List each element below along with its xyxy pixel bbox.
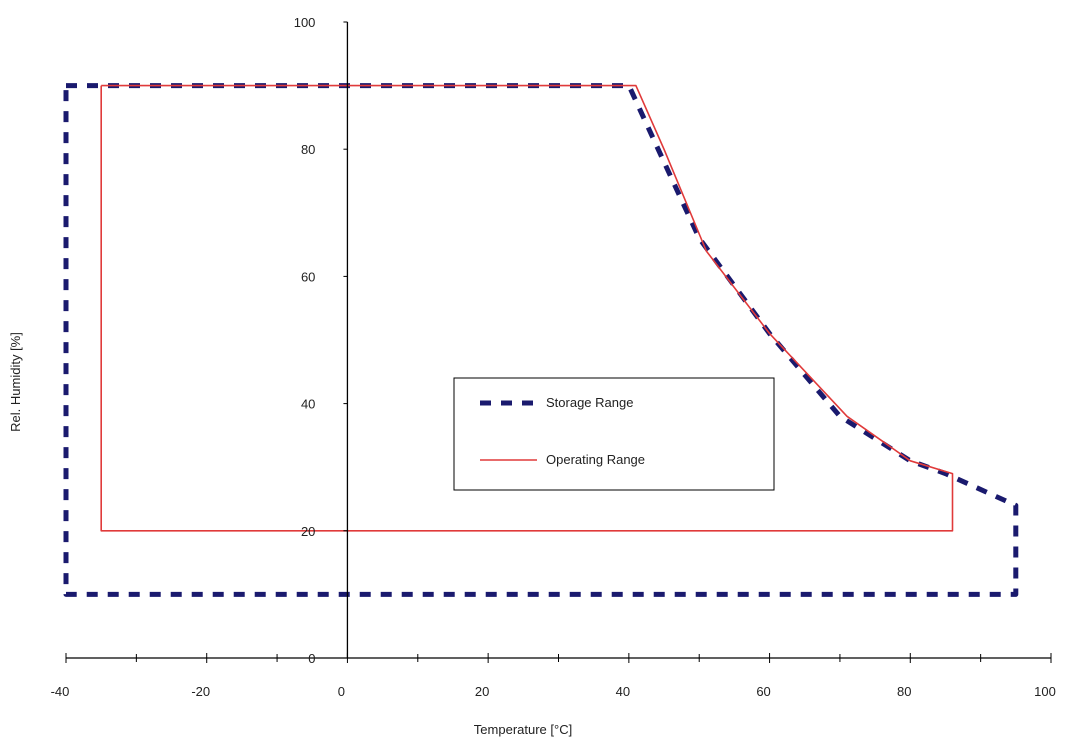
y-ticks: 0 20 40 60 80 100 (294, 15, 348, 666)
x-tick-label: 0 (338, 684, 345, 699)
x-tick-label: 100 (1034, 684, 1056, 699)
x-axis-title: Temperature [°C] (474, 722, 572, 737)
series-line-storage-range (63, 83, 1019, 597)
x-tick-label: 80 (897, 684, 911, 699)
x-ticks: -40 -20 0 20 40 60 80 100 (51, 653, 1056, 699)
y-tick-label: 80 (301, 142, 315, 157)
y-tick-label: 40 (301, 397, 315, 412)
x-tick-label: -40 (51, 684, 70, 699)
x-tick-label: 20 (475, 684, 489, 699)
y-tick-label: 20 (301, 524, 315, 539)
y-tick-label: 0 (308, 651, 315, 666)
axes (66, 22, 1051, 659)
y-axis-title: Rel. Humidity [%] (8, 332, 23, 432)
x-tick-label: 60 (756, 684, 770, 699)
y-tick-label: 100 (294, 15, 316, 30)
x-tick-label: 40 (616, 684, 630, 699)
plot-lines (63, 83, 1019, 597)
legend: Storage Range Operating Range (453, 377, 775, 491)
x-tick-label: -20 (191, 684, 210, 699)
legend-box (453, 377, 775, 491)
legend-label-operating-range: Operating Range (546, 452, 645, 467)
y-tick-label: 60 (301, 269, 315, 284)
series-line-operating-range (100, 84, 954, 532)
legend-label-storage-range: Storage Range (546, 395, 633, 410)
